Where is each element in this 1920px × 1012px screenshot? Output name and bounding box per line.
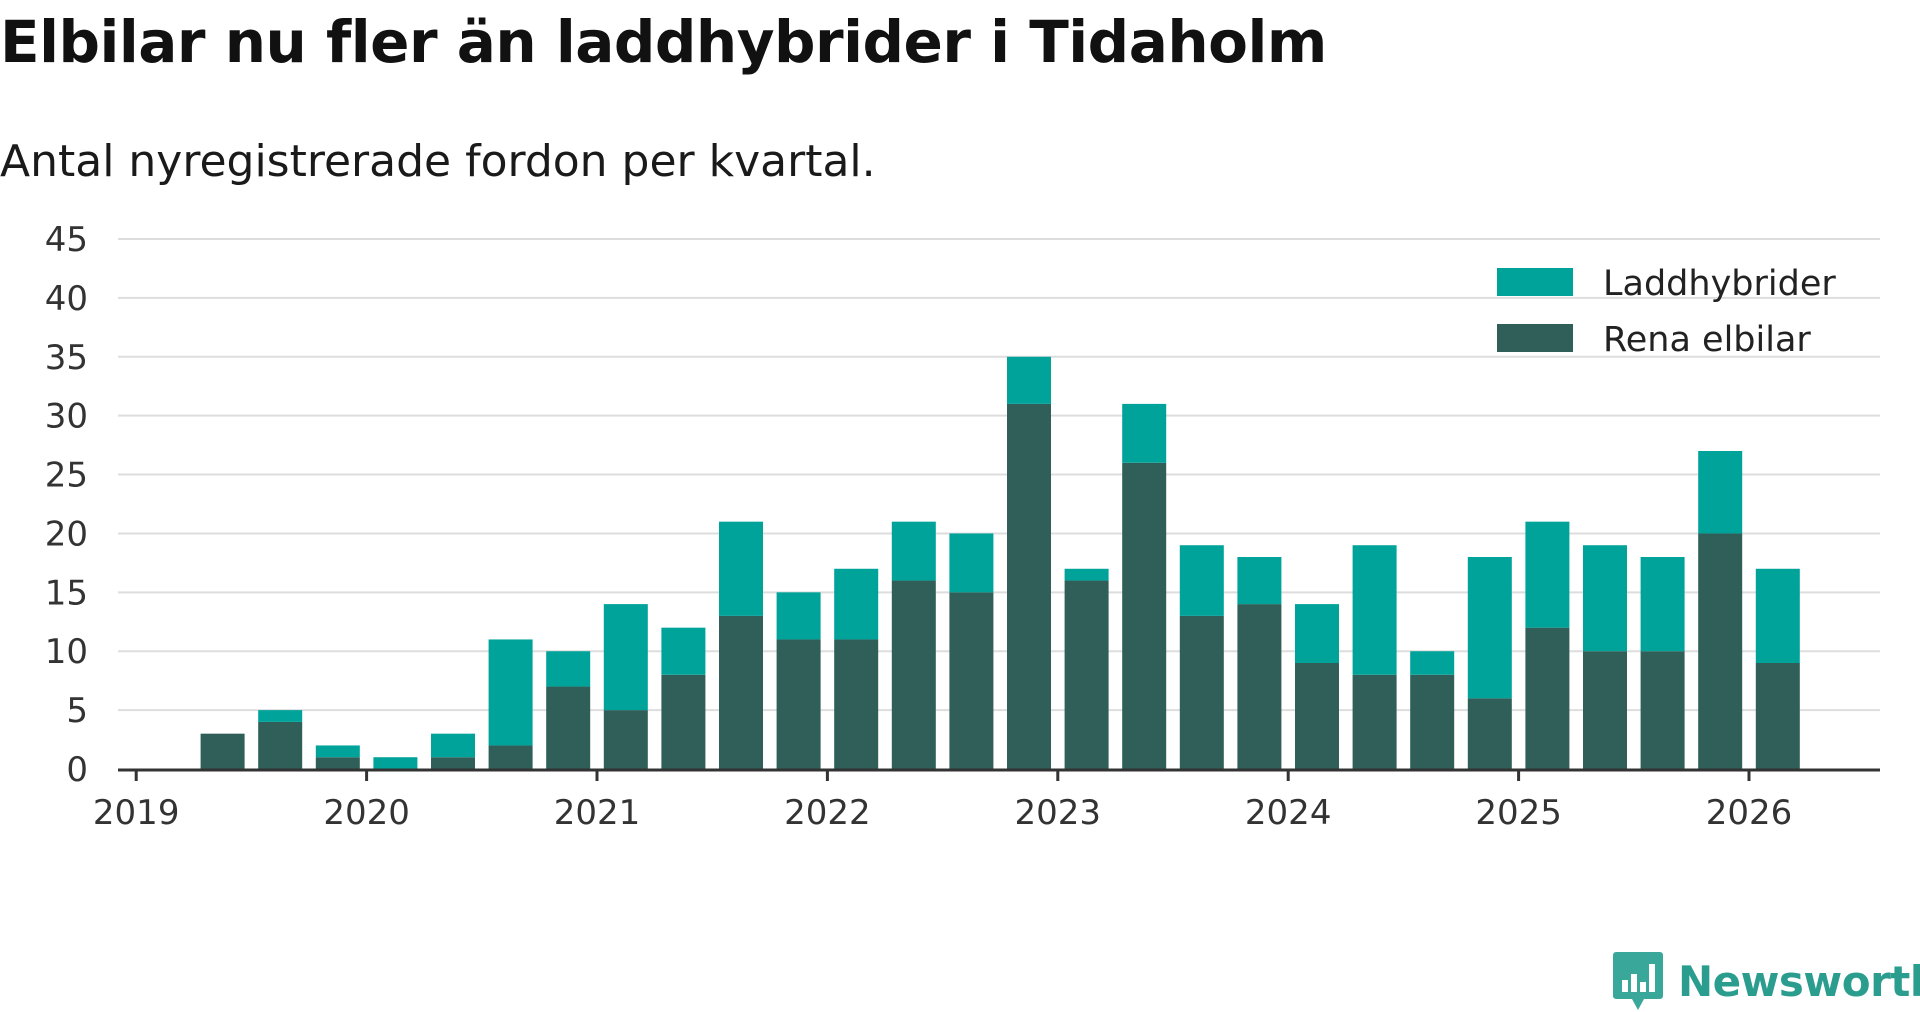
newsworthy-logo: Newsworthy — [1612, 950, 1920, 1012]
bar-rena-elbilar-5 — [431, 757, 475, 769]
y-tick-label-15: 15 — [45, 573, 88, 613]
bar-rena-elbilar-1 — [200, 733, 245, 769]
bar-laddhybrider-9 — [661, 627, 706, 675]
legend-swatch-laddhybrider — [1497, 268, 1573, 296]
bar-rena-elbilar-8 — [603, 710, 648, 769]
bar-rena-elbilar-18 — [1179, 615, 1224, 769]
bar-rena-elbilar-28 — [1755, 663, 1800, 769]
bar-laddhybrider-23 — [1467, 557, 1512, 699]
bar-rena-elbilar-12 — [834, 639, 879, 769]
bar-laddhybrider-4 — [373, 757, 418, 769]
bar-laddhybrider-24 — [1525, 521, 1570, 628]
newsworthy-wordmark: Newsworthy — [1678, 956, 1920, 1006]
bar-laddhybrider-19 — [1237, 557, 1282, 605]
chart-subtitle: Antal nyregistrerade fordon per kvartal. — [0, 136, 876, 187]
y-tick-label-30: 30 — [45, 397, 88, 437]
bar-laddhybrider-22 — [1410, 651, 1455, 675]
legend-label-laddhybrider: Laddhybrider — [1603, 264, 1836, 304]
bar-laddhybrider-3 — [315, 745, 360, 758]
x-tick-label-2023: 2023 — [1015, 793, 1102, 833]
bar-laddhybrider-2 — [258, 710, 303, 722]
bar-laddhybrider-26 — [1640, 557, 1685, 652]
bar-rena-elbilar-20 — [1295, 663, 1339, 769]
bar-laddhybrider-25 — [1583, 545, 1627, 652]
bar-rena-elbilar-17 — [1122, 462, 1167, 769]
bar-rena-elbilar-19 — [1237, 604, 1282, 769]
x-tick-label-2024: 2024 — [1245, 793, 1332, 833]
bar-rena-elbilar-2 — [258, 721, 303, 769]
chart-title: Elbilar nu fler än laddhybrider i Tidaho… — [0, 8, 1327, 76]
bar-rena-elbilar-11 — [776, 639, 821, 769]
y-tick-label-35: 35 — [45, 338, 88, 378]
y-tick-label-25: 25 — [45, 456, 88, 496]
bar-laddhybrider-10 — [719, 521, 763, 616]
bar-laddhybrider-17 — [1122, 403, 1167, 463]
bar-laddhybrider-8 — [603, 604, 648, 711]
bar-rena-elbilar-13 — [891, 580, 936, 769]
legend-label-rena-elbilar: Rena elbilar — [1603, 320, 1811, 360]
bar-laddhybrider-16 — [1064, 568, 1109, 581]
bar-rena-elbilar-27 — [1698, 533, 1743, 769]
y-tick-label-40: 40 — [45, 279, 88, 319]
x-tick-label-2019: 2019 — [93, 793, 180, 833]
bars — [200, 356, 1800, 769]
bar-laddhybrider-5 — [431, 733, 475, 758]
bar-rena-elbilar-21 — [1352, 674, 1397, 769]
newsworthy-logo-icon — [1613, 952, 1663, 1010]
bar-laddhybrider-7 — [546, 651, 591, 687]
bar-rena-elbilar-24 — [1525, 627, 1570, 769]
bar-laddhybrider-28 — [1755, 568, 1800, 663]
bar-rena-elbilar-15 — [1007, 403, 1051, 769]
x-tick-label-2026: 2026 — [1706, 793, 1793, 833]
bar-rena-elbilar-22 — [1410, 674, 1455, 769]
bar-laddhybrider-20 — [1295, 604, 1339, 663]
bar-laddhybrider-15 — [1007, 356, 1051, 404]
y-tick-label-20: 20 — [45, 514, 88, 554]
bar-rena-elbilar-3 — [315, 757, 360, 769]
gridlines — [118, 238, 1880, 712]
legend: Laddhybrider Rena elbilar — [1497, 264, 1836, 360]
bar-rena-elbilar-10 — [719, 615, 763, 769]
bar-rena-elbilar-25 — [1583, 651, 1627, 769]
x-tick-label-2022: 2022 — [784, 793, 871, 833]
bar-rena-elbilar-14 — [949, 592, 994, 769]
bar-rena-elbilar-6 — [488, 745, 533, 769]
bar-rena-elbilar-26 — [1640, 651, 1685, 769]
y-tick-label-10: 10 — [45, 632, 88, 672]
bar-laddhybrider-11 — [776, 592, 821, 640]
y-tick-label-0: 0 — [66, 750, 88, 790]
bar-laddhybrider-18 — [1179, 545, 1224, 616]
bar-rena-elbilar-16 — [1064, 580, 1109, 769]
x-tick-label-2020: 2020 — [323, 793, 410, 833]
bar-laddhybrider-14 — [949, 533, 994, 593]
bar-rena-elbilar-23 — [1467, 698, 1512, 769]
legend-swatch-rena-elbilar — [1497, 324, 1573, 352]
y-tick-label-45: 45 — [45, 220, 88, 260]
bar-rena-elbilar-7 — [546, 686, 591, 769]
x-tick-label-2021: 2021 — [554, 793, 641, 833]
bar-laddhybrider-12 — [834, 568, 879, 640]
bar-laddhybrider-6 — [488, 639, 533, 746]
x-tick-label-2025: 2025 — [1475, 793, 1562, 833]
bar-laddhybrider-13 — [891, 521, 936, 581]
y-tick-label-5: 5 — [66, 691, 88, 731]
bar-rena-elbilar-9 — [661, 674, 706, 769]
bar-laddhybrider-21 — [1352, 545, 1397, 675]
bar-laddhybrider-27 — [1698, 451, 1743, 534]
